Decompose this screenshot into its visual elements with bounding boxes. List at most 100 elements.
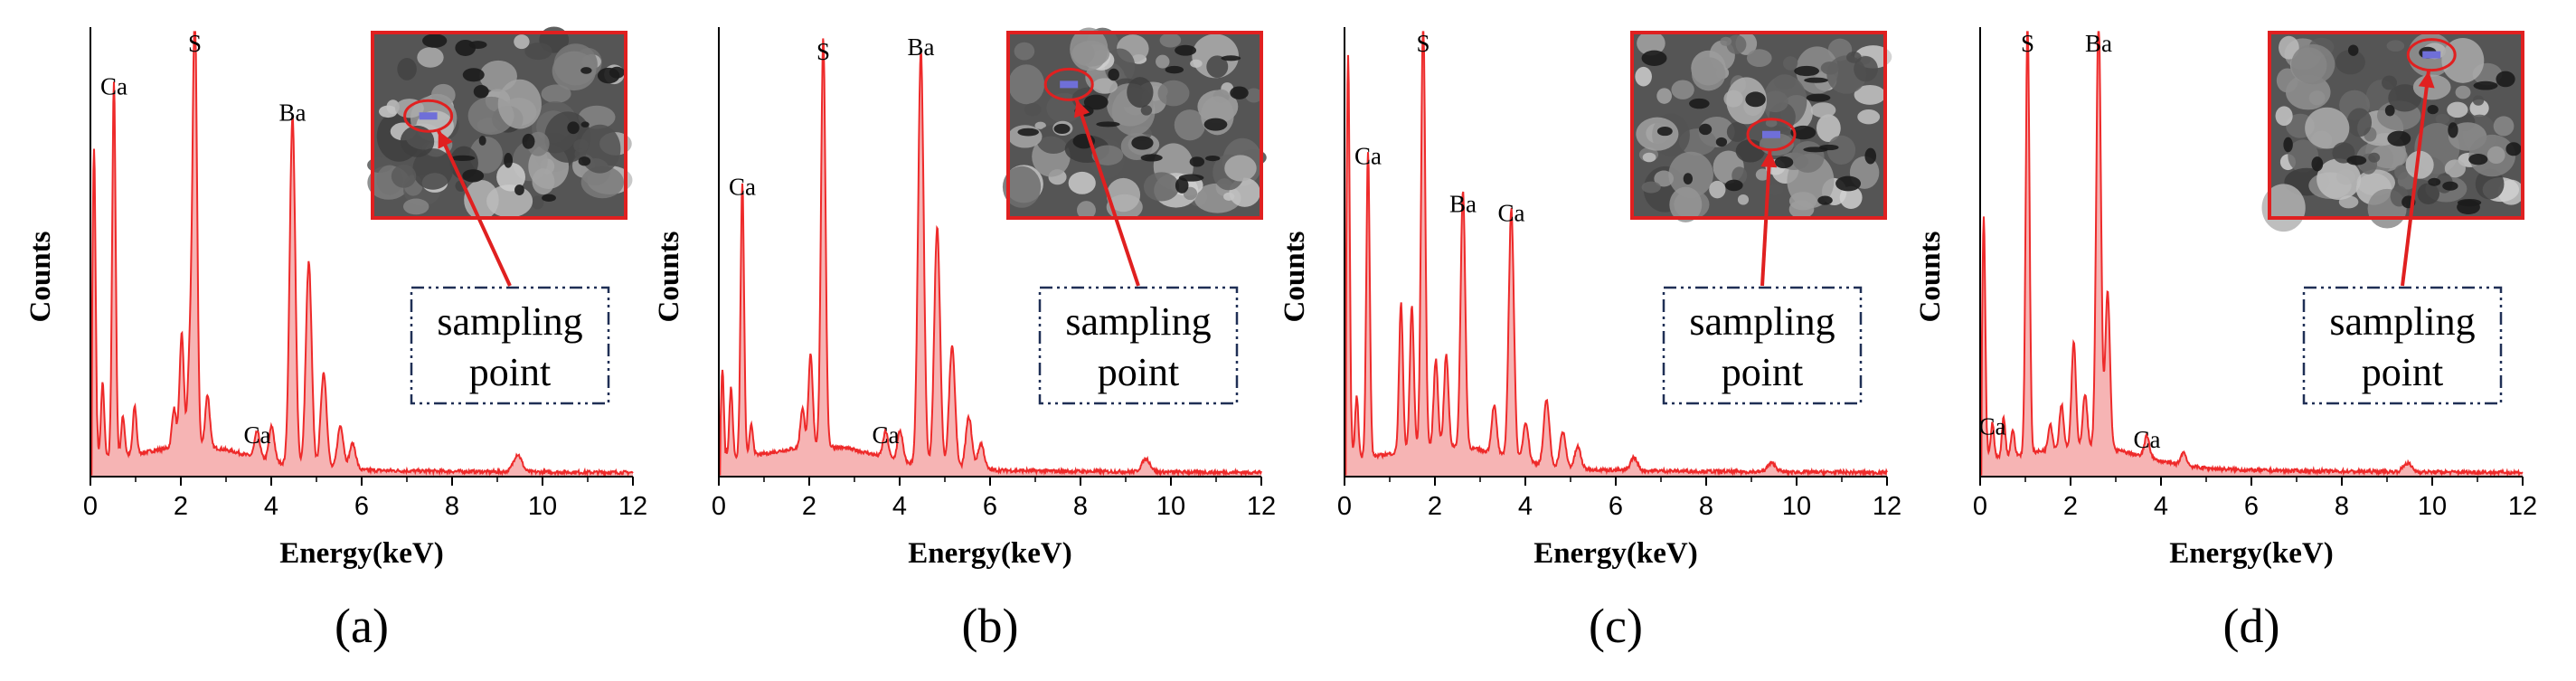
sem-grain bbox=[1788, 200, 1815, 219]
sem-pore bbox=[473, 85, 489, 99]
sem-grain bbox=[400, 125, 435, 157]
sem-pore bbox=[2427, 105, 2439, 115]
sampling-note-line2: point bbox=[1722, 350, 1803, 394]
sem-inset-image bbox=[1002, 27, 1267, 221]
sem-pore bbox=[1096, 121, 1120, 128]
x-tick-label: 8 bbox=[445, 492, 459, 521]
sampling-note-line1: sampling bbox=[1065, 299, 1211, 344]
sem-pore bbox=[1804, 77, 1828, 83]
sem-grain bbox=[1669, 186, 1703, 222]
sem-grain bbox=[514, 34, 530, 50]
sem-grain bbox=[1077, 201, 1096, 220]
inset-border bbox=[1630, 31, 1887, 220]
sem-pore bbox=[567, 121, 580, 135]
sem-grain bbox=[1839, 185, 1863, 210]
sem-grain bbox=[2472, 95, 2485, 106]
sem-pore bbox=[468, 41, 487, 49]
spectrum-line bbox=[1345, 31, 1888, 478]
sem-grain bbox=[2486, 146, 2505, 165]
peak-label-s: S bbox=[1416, 30, 1430, 57]
sem-pore bbox=[1641, 50, 1667, 66]
peak-label-s: S bbox=[188, 30, 202, 57]
sem-pore bbox=[609, 66, 625, 79]
sem-grain bbox=[2405, 150, 2434, 179]
sem-grain bbox=[1024, 102, 1042, 117]
sampling-note-line2: point bbox=[1098, 350, 1179, 394]
sem-grain bbox=[1092, 78, 1118, 94]
sem-pore bbox=[1221, 55, 1241, 61]
sem-grain bbox=[1002, 166, 1042, 208]
sampling-spot bbox=[1060, 80, 1079, 89]
sem-pore bbox=[2346, 156, 2367, 166]
sem-pore bbox=[1205, 156, 1221, 162]
sem-grain bbox=[1206, 55, 1229, 79]
sem-pore bbox=[462, 169, 485, 183]
sampling-note-line1: sampling bbox=[1689, 299, 1835, 344]
sem-pore bbox=[1817, 195, 1833, 205]
sem-inset-image bbox=[1630, 31, 1892, 222]
sem-pore bbox=[1017, 128, 1039, 137]
sem-pore bbox=[1203, 118, 1228, 131]
sem-pore bbox=[2442, 181, 2458, 191]
y-axis-label: Counts bbox=[653, 231, 685, 322]
sem-pore bbox=[1699, 123, 1713, 136]
sem-grain bbox=[552, 51, 597, 91]
sem-grain bbox=[2276, 68, 2298, 93]
sem-grain bbox=[2382, 75, 2397, 90]
sem-grain bbox=[2435, 113, 2450, 125]
sem-grain bbox=[1224, 155, 1257, 182]
sem-grain bbox=[391, 164, 417, 188]
sem-grain bbox=[412, 148, 454, 190]
sem-pore bbox=[2387, 130, 2411, 147]
x-tick-label: 12 bbox=[618, 492, 647, 521]
sem-pore bbox=[1683, 173, 1694, 185]
sem-grain bbox=[1767, 184, 1783, 195]
sem-grain bbox=[1671, 80, 1694, 99]
peak-label-ca: Ca bbox=[729, 173, 756, 200]
x-tick-label: 12 bbox=[1873, 492, 1901, 521]
x-tick-label: 4 bbox=[892, 492, 907, 521]
sem-pore bbox=[1835, 175, 1862, 192]
sem-pore bbox=[504, 153, 514, 168]
sem-grain bbox=[1854, 55, 1878, 82]
sampling-note-line1: sampling bbox=[437, 299, 582, 344]
sem-grain bbox=[1691, 57, 1726, 91]
sem-pore bbox=[2457, 200, 2480, 215]
sem-grain bbox=[1140, 105, 1153, 116]
sem-grain bbox=[1810, 102, 1836, 118]
sampling-spot bbox=[1762, 130, 1780, 138]
panel-caption: (a) bbox=[335, 599, 389, 653]
sem-grain bbox=[1127, 77, 1154, 109]
sem-grain bbox=[497, 79, 542, 129]
sampling-arrowhead bbox=[2418, 71, 2435, 89]
sem-grain bbox=[1854, 84, 1886, 105]
x-tick-label: 0 bbox=[1973, 492, 1987, 521]
sem-pore bbox=[462, 68, 485, 82]
sem-grain bbox=[1159, 33, 1182, 48]
sem-grain bbox=[1190, 59, 1203, 68]
sem-grain bbox=[1106, 177, 1141, 213]
x-tick-label: 10 bbox=[1782, 492, 1811, 521]
sampling-note-line2: point bbox=[2362, 350, 2443, 394]
sampling-arrowhead bbox=[1074, 99, 1090, 118]
inset-border bbox=[1006, 31, 1263, 220]
sem-grain bbox=[1157, 80, 1190, 107]
sem-grain bbox=[1826, 135, 1856, 165]
sem-pore bbox=[1131, 136, 1154, 150]
sampling-note-box bbox=[2302, 286, 2503, 405]
sem-pore bbox=[1790, 125, 1816, 140]
sem-grain bbox=[1735, 139, 1765, 163]
sem-pore bbox=[2428, 177, 2441, 186]
sampling-arrow bbox=[2401, 71, 2430, 287]
sem-grain bbox=[2291, 43, 2335, 85]
sem-grain bbox=[1857, 109, 1881, 125]
sem-grain bbox=[1709, 180, 1726, 199]
peak-label-ca: Ca bbox=[1498, 199, 1525, 226]
peak-label-ca: Ca bbox=[244, 421, 271, 449]
sem-grain bbox=[1008, 64, 1045, 105]
sem-grain bbox=[496, 162, 526, 192]
sem-grain bbox=[1156, 54, 1170, 69]
sem-grain bbox=[2417, 183, 2439, 205]
sem-pore bbox=[1715, 137, 1728, 147]
